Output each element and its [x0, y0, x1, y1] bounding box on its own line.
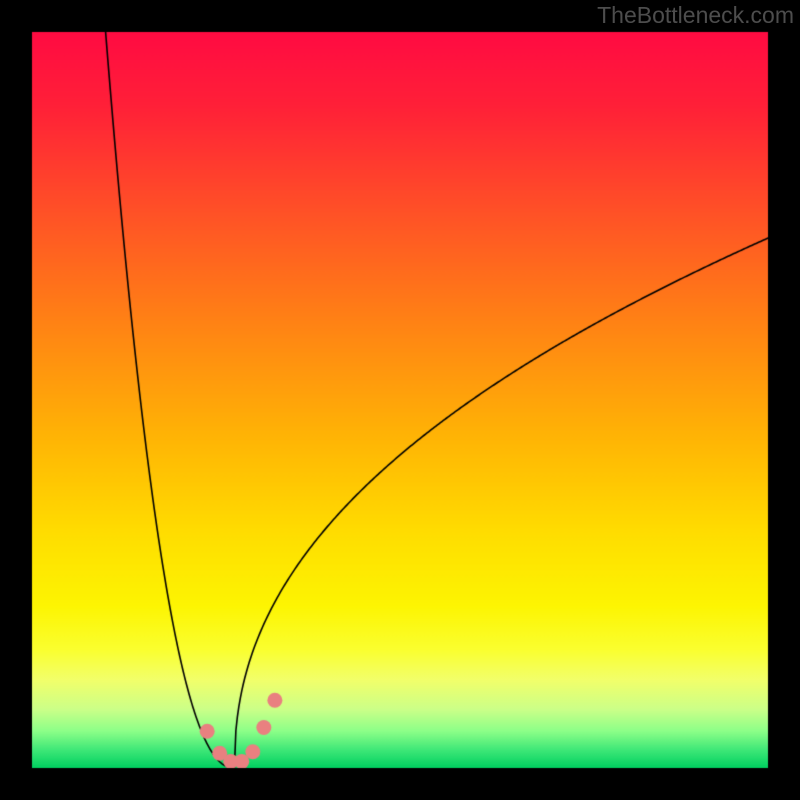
watermark-text: TheBottleneck.com: [597, 2, 794, 29]
chart-container: TheBottleneck.com: [0, 0, 800, 800]
bottleneck-curve-chart: [0, 0, 800, 800]
